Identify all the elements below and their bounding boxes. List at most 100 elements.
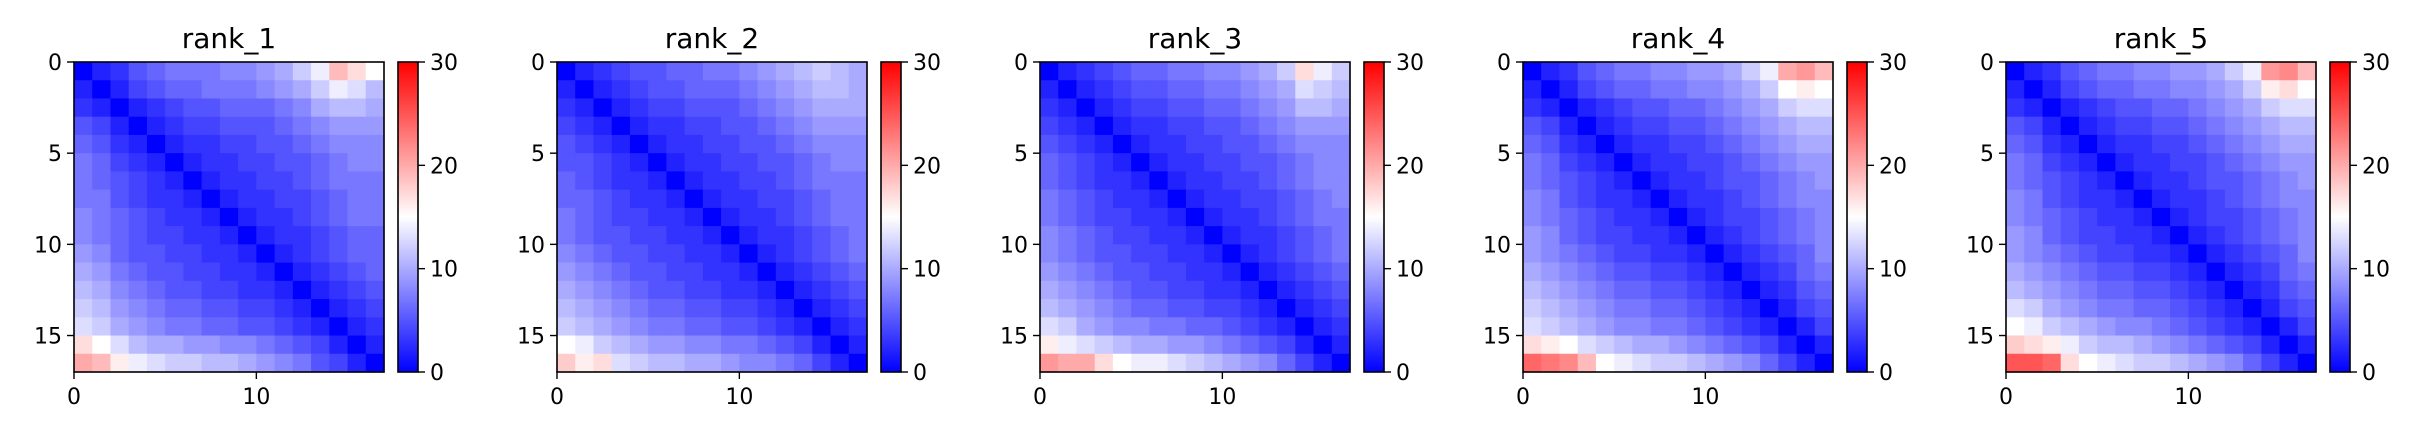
heatmap-cell [1778, 299, 1798, 318]
heatmap-cell [1523, 80, 1542, 100]
heatmap-cell [274, 171, 294, 191]
heatmap-cell [1687, 98, 1706, 118]
heatmap-cell [1687, 353, 1706, 373]
heatmap-cell [2206, 134, 2226, 154]
heatmap-cell [1595, 280, 1615, 300]
heatmap-cell [1331, 153, 1351, 173]
heatmap-cell [365, 134, 385, 154]
heatmap-cell [1258, 207, 1278, 227]
heatmap-cell [347, 207, 367, 227]
heatmap-cell [1204, 226, 1223, 245]
heatmap-cell [775, 317, 795, 337]
heatmap-cell [1076, 353, 1096, 373]
heatmap-cell [165, 280, 185, 300]
heatmap-cell [721, 62, 740, 81]
heatmap-cell [1523, 299, 1542, 318]
heatmap-cell [1577, 244, 1597, 264]
heatmap-cell [1076, 317, 1096, 337]
heatmap-cell [2297, 262, 2317, 282]
heatmap-cell [1778, 207, 1798, 227]
heatmap-cell [593, 280, 613, 300]
heatmap-cell [1741, 280, 1761, 300]
heatmap-cell [1185, 189, 1205, 209]
heatmap-cell [292, 280, 312, 300]
heatmap-cell [575, 116, 595, 136]
heatmap-cell [775, 299, 795, 318]
heatmap-cell [183, 116, 203, 136]
heatmap-cell [1723, 280, 1743, 300]
heatmap-cell [629, 317, 649, 337]
heatmap-cell [2224, 134, 2244, 154]
heatmap-cell [2024, 353, 2044, 373]
heatmap-cell [146, 153, 166, 173]
heatmap-cell [1632, 335, 1652, 355]
heatmap-cell [648, 80, 668, 100]
heatmap-cell [2006, 317, 2025, 337]
heatmap-cell [2078, 244, 2098, 264]
heatmap-cell [2224, 189, 2244, 209]
heatmap-cell [702, 80, 722, 100]
heatmap-cell [292, 207, 312, 227]
heatmap-cell [74, 280, 93, 300]
heatmap-cell [92, 134, 112, 154]
heatmap-cell [1541, 280, 1561, 300]
heatmap-cell [274, 189, 294, 209]
heatmap-cell [1814, 134, 1834, 154]
heatmap-cell [2151, 207, 2171, 227]
heatmap-cell [2097, 98, 2117, 118]
heatmap-cell [1796, 98, 1816, 118]
heatmap-cell [1778, 153, 1798, 173]
heatmap-cell [757, 226, 777, 245]
heatmap-cell [684, 262, 704, 282]
heatmap-cell [1204, 262, 1223, 282]
heatmap-cell [1240, 116, 1260, 136]
heatmap-cell [1541, 317, 1561, 337]
heatmap-cell [1577, 62, 1597, 81]
heatmap-cell [2188, 244, 2208, 264]
heatmap-cell [311, 335, 330, 355]
heatmap-cell [201, 244, 221, 264]
heatmap-cell [238, 134, 257, 154]
heatmap-cell [557, 317, 576, 337]
colorbar-tick-label: 10 [2362, 258, 2390, 283]
heatmap-cell [2151, 80, 2171, 100]
heatmap-cell [2115, 335, 2135, 355]
heatmap-cell [1204, 116, 1223, 136]
heatmap-cell [2261, 207, 2281, 227]
heatmap-cell [1185, 80, 1205, 100]
heatmap-cell [1778, 244, 1798, 264]
heatmap-cell [1277, 262, 1296, 282]
heatmap-cell [830, 335, 850, 355]
heatmap-cell [274, 317, 294, 337]
heatmap-cell [1167, 335, 1187, 355]
heatmap-cell [1040, 134, 1059, 154]
heatmap-cell [1313, 299, 1333, 318]
heatmap-cell [2078, 171, 2098, 191]
heatmap-cell [757, 134, 777, 154]
heatmap-cell [1313, 262, 1333, 282]
heatmap-cell [347, 226, 367, 245]
heatmap-cell [292, 171, 312, 191]
heatmap-cell [1277, 280, 1296, 300]
heatmap-cell [1760, 317, 1779, 337]
y-tick-label: 10 [1483, 233, 1511, 258]
heatmap-cell [2024, 80, 2044, 100]
heatmap-cell [238, 171, 257, 191]
heatmap-cell [1040, 226, 1059, 245]
heatmap-cell [2060, 189, 2080, 209]
heatmap-cell [2060, 171, 2080, 191]
heatmap-cell [1185, 317, 1205, 337]
heatmap-cell [2279, 153, 2299, 173]
heatmap-cell [1741, 262, 1761, 282]
heatmap-cell [1040, 299, 1059, 318]
heatmap-cell [92, 299, 112, 318]
heatmap-cell [1760, 153, 1779, 173]
heatmap-cell [128, 244, 148, 264]
heatmap-cell [2060, 62, 2080, 81]
heatmap-cell [2297, 317, 2317, 337]
heatmap-cell [1559, 116, 1579, 136]
heatmap-cell [110, 80, 130, 100]
heatmap-cell [238, 280, 257, 300]
heatmap-cell [2042, 226, 2062, 245]
heatmap-cell [1650, 171, 1670, 191]
